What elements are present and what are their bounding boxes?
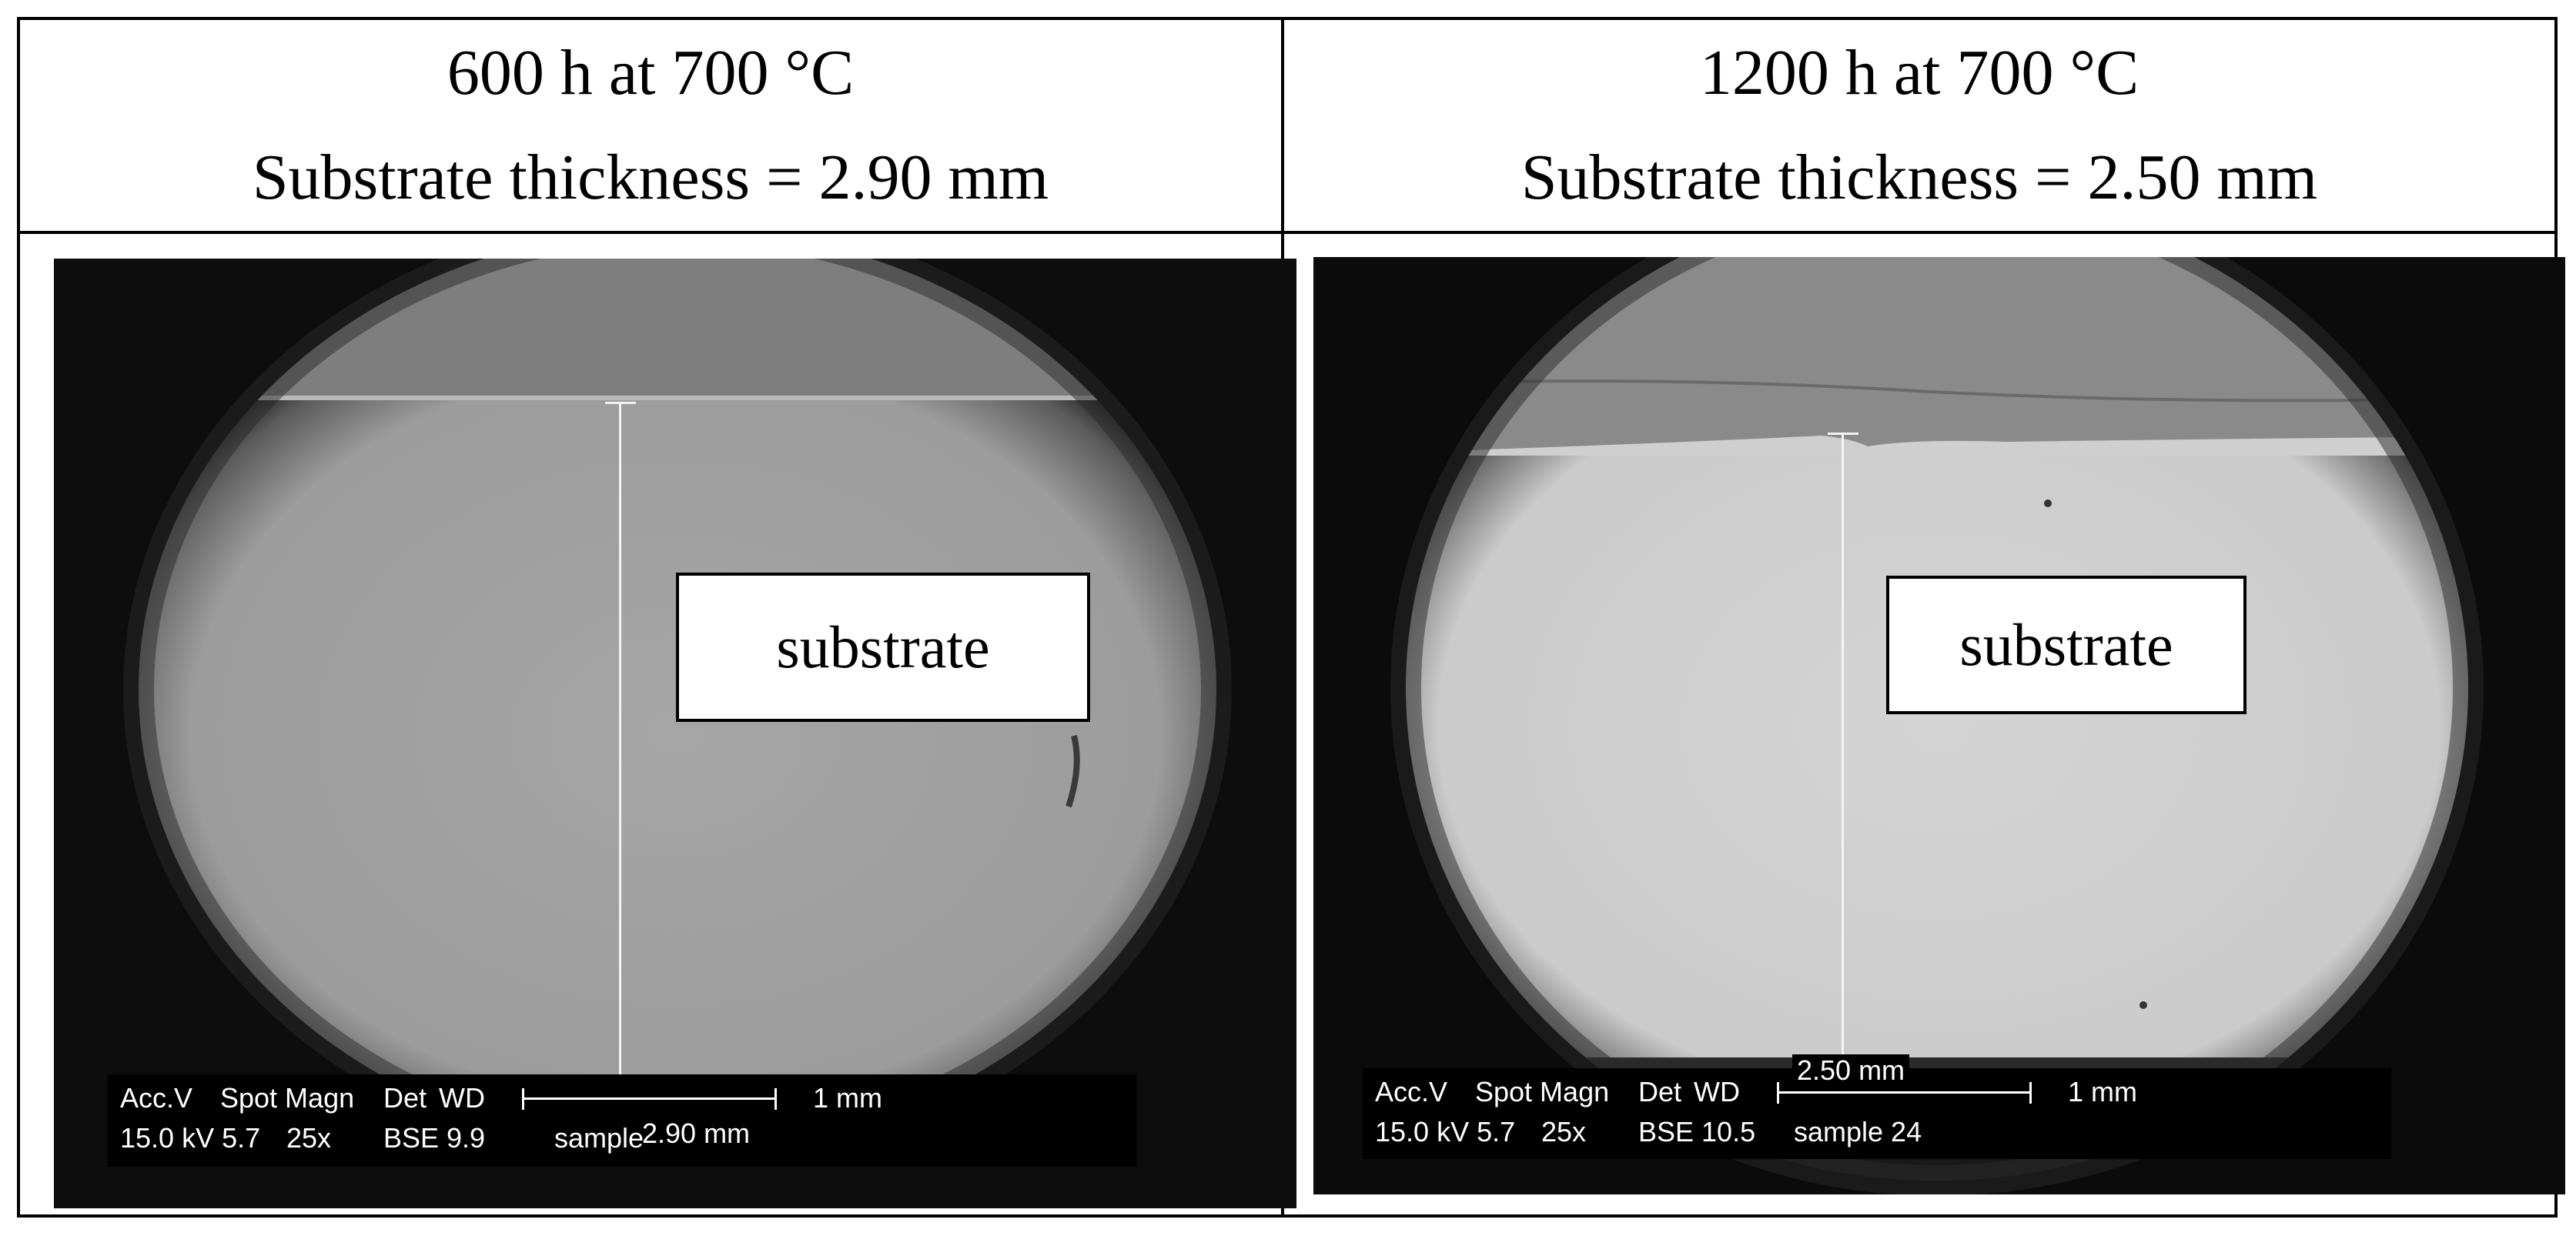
scale-bar-left-tick <box>522 1088 524 1110</box>
databar-accv-value: 15.0 kV 5.7 <box>1375 1116 1516 1147</box>
scale-bar-label: 1 mm <box>2068 1076 2137 1107</box>
databar-accv-label: Acc.V <box>1375 1076 1448 1107</box>
thickness-measure-top-tick-right <box>1828 433 1858 435</box>
sem-image-right: substrate Acc.V Spot Magn Det WD 1 mm 15… <box>1313 257 2565 1194</box>
databar-magn-value: 25x <box>1541 1116 1587 1147</box>
scale-bar-label: 1 mm <box>813 1082 882 1114</box>
scale-bar-left-tick <box>1777 1082 1779 1104</box>
sem-image-left: substrate Acc.V Spot Magn Det WD 1 mm 15… <box>54 259 1296 1208</box>
databar-spot-magn-label: Spot Magn <box>220 1082 355 1114</box>
header-left-line2: Substrate thickness = 2.90 mm <box>252 142 1049 213</box>
substrate-label-right: substrate <box>1886 576 2246 714</box>
databar-det-wd-value: BSE 9.9 <box>383 1122 486 1154</box>
thickness-measure-label-left: 2.90 mm <box>642 1117 751 1149</box>
substrate-label-left: substrate <box>676 573 1090 722</box>
header-left-line1: 600 h at 700 °C <box>447 37 855 109</box>
scale-bar-line <box>1777 1091 2031 1094</box>
databar-spot-magn-label: Spot Magn <box>1475 1076 1610 1107</box>
thickness-measure-top-tick-left <box>605 402 636 404</box>
databar-wd-label: WD <box>1694 1076 1740 1107</box>
sem-databar-left: Acc.V Spot Magn Det WD 1 mm 15.0 kV 5.7 … <box>108 1074 1136 1167</box>
databar-det-label: Det <box>1638 1076 1682 1107</box>
thickness-measure-label-right: 2.50 mm <box>1792 1054 1910 1087</box>
figure-table: 600 h at 700 °C Substrate thickness = 2.… <box>17 17 2558 1218</box>
scale-bar-right-tick <box>2029 1082 2032 1104</box>
thickness-measure-line-left <box>619 402 621 1144</box>
header-right: 1200 h at 700 °C Substrate thickness = 2… <box>1284 20 2554 231</box>
databar-det-wd-value: BSE 10.5 <box>1638 1116 1756 1147</box>
databar-accv-value: 15.0 kV 5.7 <box>120 1122 261 1154</box>
databar-accv-label: Acc.V <box>120 1082 193 1114</box>
header-right-line1: 1200 h at 700 °C <box>1699 37 2139 109</box>
databar-magn-value: 25x <box>286 1122 332 1154</box>
thickness-measure-line-right <box>1842 434 1844 1061</box>
sem-micrograph-left <box>54 259 1296 1208</box>
databar-det-label: Det <box>383 1082 427 1114</box>
header-left: 600 h at 700 °C Substrate thickness = 2.… <box>20 20 1281 231</box>
scale-bar-line <box>522 1097 776 1100</box>
databar-wd-label: WD <box>439 1082 485 1114</box>
header-divider <box>20 231 2554 234</box>
scale-bar-right-tick <box>774 1088 777 1110</box>
header-right-line2: Substrate thickness = 2.50 mm <box>1521 142 2318 213</box>
databar-sample-value: sample <box>554 1122 644 1154</box>
databar-sample-value: sample 24 <box>1794 1116 1922 1147</box>
sem-micrograph-right <box>1313 257 2565 1194</box>
